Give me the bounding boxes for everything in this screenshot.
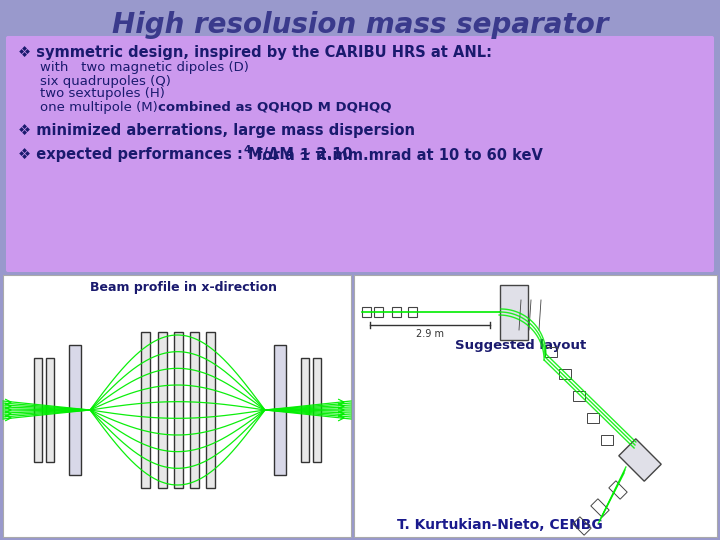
Bar	[174, 332, 182, 488]
Bar	[587, 413, 599, 423]
Bar	[618, 439, 661, 481]
Bar	[609, 481, 627, 499]
Bar	[374, 307, 383, 317]
Bar	[189, 332, 199, 488]
Bar	[274, 345, 286, 475]
Text: six quadrupoles (Q): six quadrupoles (Q)	[40, 75, 171, 87]
Bar	[559, 369, 571, 379]
Text: combined as QQHQD M DQHQQ: combined as QQHQD M DQHQQ	[158, 100, 392, 113]
Bar	[392, 307, 401, 317]
Bar	[362, 307, 371, 317]
Bar	[313, 358, 321, 462]
Bar	[301, 358, 309, 462]
Text: ❖ expected performances : M/ΔM ~ 2.10: ❖ expected performances : M/ΔM ~ 2.10	[18, 147, 353, 163]
FancyBboxPatch shape	[354, 275, 717, 537]
FancyBboxPatch shape	[6, 36, 714, 272]
Bar	[69, 345, 81, 475]
Text: one multipole (M): one multipole (M)	[40, 100, 200, 113]
Text: ❖ minimized aberrations, large mass dispersion: ❖ minimized aberrations, large mass disp…	[18, 123, 415, 138]
Bar	[601, 435, 613, 445]
Text: T. Kurtukian-Nieto, CENBG: T. Kurtukian-Nieto, CENBG	[397, 518, 603, 532]
Text: ❖ symmetric design, inspired by the CARIBU HRS at ANL:: ❖ symmetric design, inspired by the CARI…	[18, 45, 492, 60]
Text: 2.9 m: 2.9 m	[416, 329, 444, 339]
Bar	[573, 391, 585, 401]
Text: for a 1 π.mm.mrad at 10 to 60 keV: for a 1 π.mm.mrad at 10 to 60 keV	[251, 147, 543, 163]
Text: 4: 4	[243, 145, 251, 155]
Bar	[205, 332, 215, 488]
Bar	[500, 285, 528, 340]
Text: two sextupoles (H): two sextupoles (H)	[40, 87, 165, 100]
Bar	[140, 332, 150, 488]
Text: with   two magnetic dipoles (D): with two magnetic dipoles (D)	[40, 62, 249, 75]
FancyBboxPatch shape	[3, 275, 351, 537]
Bar	[46, 358, 54, 462]
Bar	[408, 307, 417, 317]
Text: Beam profile in x-direction: Beam profile in x-direction	[90, 281, 277, 294]
Bar	[545, 347, 557, 357]
Bar	[34, 358, 42, 462]
Text: High resolusion mass separator: High resolusion mass separator	[112, 11, 608, 39]
Text: Suggested layout: Suggested layout	[455, 339, 586, 352]
Bar	[591, 499, 609, 517]
Bar	[158, 332, 166, 488]
Bar	[573, 517, 591, 535]
